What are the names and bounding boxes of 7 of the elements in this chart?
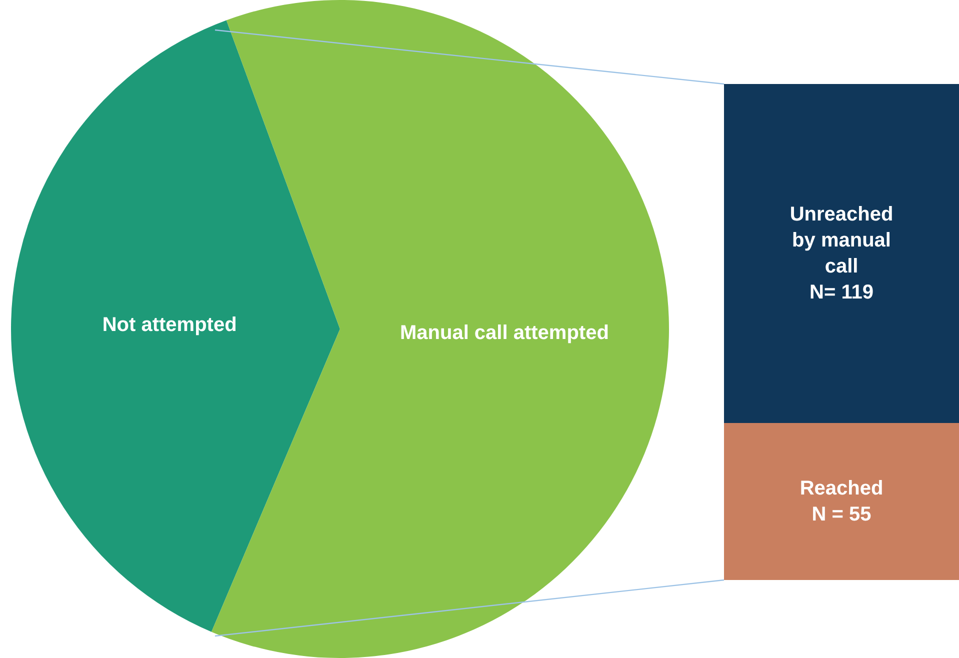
data-label: N= 119	[810, 282, 874, 304]
slice-label: Not attempted	[102, 314, 237, 336]
pie-slice	[11, 20, 340, 632]
slice-label: Manual call attempted	[400, 322, 609, 344]
series-label: Unreached by manual call	[790, 204, 894, 278]
series-label: Reached	[800, 478, 884, 500]
data-label: N = 55	[812, 504, 872, 526]
